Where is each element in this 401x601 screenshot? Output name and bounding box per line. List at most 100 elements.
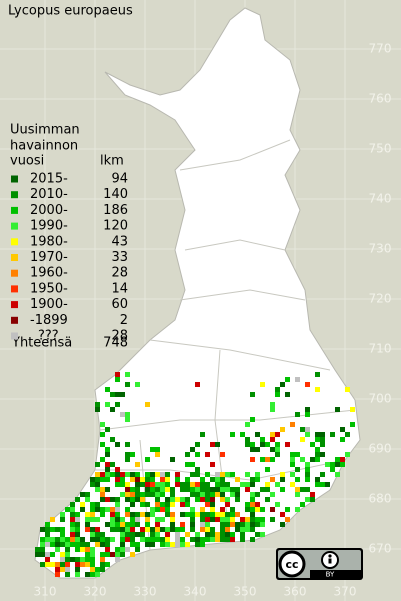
square xyxy=(165,527,170,532)
square xyxy=(125,412,130,417)
x-tick-label: 340 xyxy=(184,585,207,599)
square xyxy=(55,572,60,577)
square xyxy=(145,492,150,497)
square xyxy=(110,507,115,512)
square xyxy=(335,457,340,462)
square xyxy=(115,527,120,532)
square xyxy=(85,552,90,557)
square xyxy=(345,432,350,437)
square xyxy=(205,482,210,487)
square xyxy=(175,527,180,532)
square xyxy=(220,527,225,532)
legend-count: 28 xyxy=(111,266,128,281)
square xyxy=(155,472,160,477)
square xyxy=(215,537,220,542)
square xyxy=(145,502,150,507)
square xyxy=(220,537,225,542)
square xyxy=(240,537,245,542)
square xyxy=(335,407,340,412)
square xyxy=(150,487,155,492)
square xyxy=(225,527,230,532)
square xyxy=(130,512,135,517)
square xyxy=(300,437,305,442)
square xyxy=(120,492,125,497)
square xyxy=(200,542,205,547)
square xyxy=(125,382,130,387)
square xyxy=(90,482,95,487)
square xyxy=(80,502,85,507)
square xyxy=(255,507,260,512)
square xyxy=(230,512,235,517)
square xyxy=(260,442,265,447)
square xyxy=(260,532,265,537)
square xyxy=(205,497,210,502)
square xyxy=(110,462,115,467)
square xyxy=(295,452,300,457)
legend-swatch xyxy=(11,238,18,246)
square xyxy=(230,432,235,437)
square xyxy=(120,477,125,482)
square xyxy=(75,522,80,527)
square xyxy=(310,457,315,462)
square xyxy=(135,472,140,477)
axis-labels: 310 320 330 340 350 360 370 670 680 690 700 710 720 7… xyxy=(34,42,392,599)
square xyxy=(300,427,305,432)
square xyxy=(235,512,240,517)
square xyxy=(40,547,45,552)
square xyxy=(185,512,190,517)
square xyxy=(95,532,100,537)
square xyxy=(195,497,200,502)
square xyxy=(245,517,250,522)
square xyxy=(305,412,310,417)
square xyxy=(210,512,215,517)
square xyxy=(345,452,350,457)
square xyxy=(130,522,135,527)
square xyxy=(115,522,120,527)
square xyxy=(95,402,100,407)
square xyxy=(175,497,180,502)
y-tick-label: 770 xyxy=(369,42,392,56)
square xyxy=(65,542,70,547)
square xyxy=(320,442,325,447)
square xyxy=(105,472,110,477)
square xyxy=(80,492,85,497)
square xyxy=(250,517,255,522)
square xyxy=(125,372,130,377)
square xyxy=(250,507,255,512)
square xyxy=(115,512,120,517)
square xyxy=(240,527,245,532)
square xyxy=(245,502,250,507)
square xyxy=(145,472,150,477)
square xyxy=(190,487,195,492)
square xyxy=(215,472,220,477)
square xyxy=(135,497,140,502)
square xyxy=(110,437,115,442)
square xyxy=(115,477,120,482)
square xyxy=(55,547,60,552)
square xyxy=(75,562,80,567)
square xyxy=(135,492,140,497)
square xyxy=(170,522,175,527)
square xyxy=(100,477,105,482)
square xyxy=(125,482,130,487)
square xyxy=(235,522,240,527)
square xyxy=(100,472,105,477)
square xyxy=(140,497,145,502)
square xyxy=(285,392,290,397)
square xyxy=(100,442,105,447)
cc-text: cc xyxy=(285,558,298,571)
square xyxy=(225,517,230,522)
square xyxy=(160,507,165,512)
square xyxy=(330,467,335,472)
square xyxy=(205,512,210,517)
square xyxy=(170,492,175,497)
square xyxy=(265,457,270,462)
square xyxy=(290,472,295,477)
square xyxy=(105,552,110,557)
square xyxy=(105,467,110,472)
square xyxy=(110,527,115,532)
square xyxy=(130,497,135,502)
x-tick-label: 310 xyxy=(34,585,57,599)
square xyxy=(220,482,225,487)
square xyxy=(250,442,255,447)
